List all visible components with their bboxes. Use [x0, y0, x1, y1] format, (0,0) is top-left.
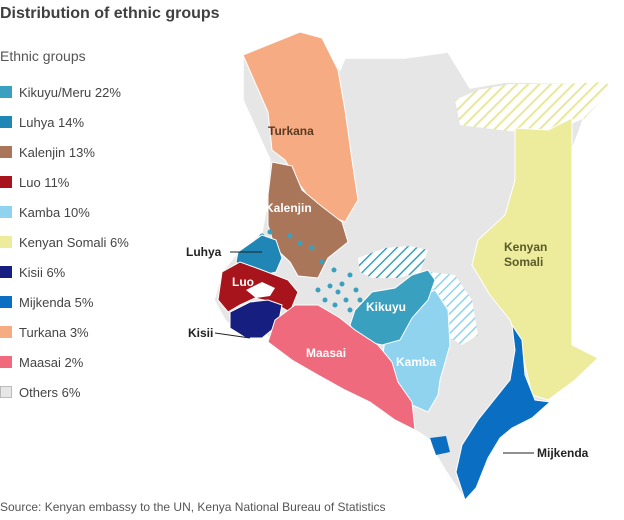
legend-swatch [0, 236, 12, 248]
legend-item: Mijkenda 5% [0, 287, 129, 317]
label-turkana: Turkana [268, 124, 314, 138]
legend-item: Kikuyu/Meru 22% [0, 77, 129, 107]
page-title: Distribution of ethnic groups [0, 5, 220, 22]
legend-label: Kisii 6% [19, 264, 66, 280]
legend-item: Kamba 10% [0, 197, 129, 227]
legend-label: Kenyan Somali 6% [19, 234, 129, 250]
legend-label: Mijkenda 5% [19, 294, 94, 310]
label-kamba: Kamba [396, 355, 436, 369]
legend-label: Others 6% [19, 384, 81, 400]
legend-label: Maasai 2% [19, 354, 84, 370]
legend-label: Kikuyu/Meru 22% [19, 84, 121, 100]
legend-item: Kenyan Somali 6% [0, 227, 129, 257]
legend-swatch [0, 296, 12, 308]
label-kikuyu: Kikuyu [366, 300, 406, 314]
legend-swatch [0, 146, 12, 158]
region-kamba-hatched [430, 272, 478, 345]
lake-victoria [246, 282, 275, 298]
source-note: Source: Kenyan embassy to the UN, Kenya … [0, 500, 386, 514]
legend-swatch [0, 86, 12, 98]
legend-item: Turkana 3% [0, 317, 129, 347]
legend-swatch [0, 116, 12, 128]
label-maasai: Maasai [306, 346, 346, 360]
label-kenyan-somali-line2: Somali [504, 255, 543, 269]
kikuyu-dots [259, 229, 363, 313]
legend-item: Maasai 2% [0, 347, 129, 377]
label-kalenjin: Kalenjin [265, 201, 312, 215]
legend-label: Luhya 14% [19, 114, 85, 130]
legend-label: Turkana 3% [19, 324, 89, 340]
legend-label: Luo 11% [19, 174, 70, 190]
legend-item: Luhya 14% [0, 107, 129, 137]
region-mijkenda-patch [430, 436, 450, 455]
region-kalenjin [267, 161, 349, 279]
label-mijkenda: Mijkenda [537, 446, 589, 460]
legend-swatch [0, 356, 12, 368]
legend-item: Kalenjin 13% [0, 137, 129, 167]
legend-swatch [0, 266, 12, 278]
legend-swatch [0, 206, 12, 218]
legend-title: Ethnic groups [0, 48, 86, 64]
region-kenyan-somali [471, 117, 599, 401]
region-maasai [267, 304, 416, 431]
legend-swatch [0, 176, 12, 188]
legend-label: Kalenjin 13% [19, 144, 95, 160]
legend-swatch [0, 386, 12, 398]
region-turkana [242, 31, 359, 223]
legend-item: Others 6% [0, 377, 129, 407]
legend-label: Kamba 10% [19, 204, 90, 220]
legend: Kikuyu/Meru 22% Luhya 14% Kalenjin 13% L… [0, 77, 129, 407]
legend-swatch [0, 326, 12, 338]
region-mijkenda [455, 324, 552, 501]
label-luo: Luo [232, 275, 254, 289]
label-luhya: Luhya [186, 245, 222, 259]
legend-item: Luo 11% [0, 167, 129, 197]
label-kenyan-somali-line1: Kenyan [504, 240, 547, 254]
region-kenyan-somali-hatched [455, 82, 612, 135]
region-kikuyu-hatched [358, 246, 428, 278]
legend-item: Kisii 6% [0, 257, 129, 287]
label-kisii: Kisii [188, 326, 213, 340]
